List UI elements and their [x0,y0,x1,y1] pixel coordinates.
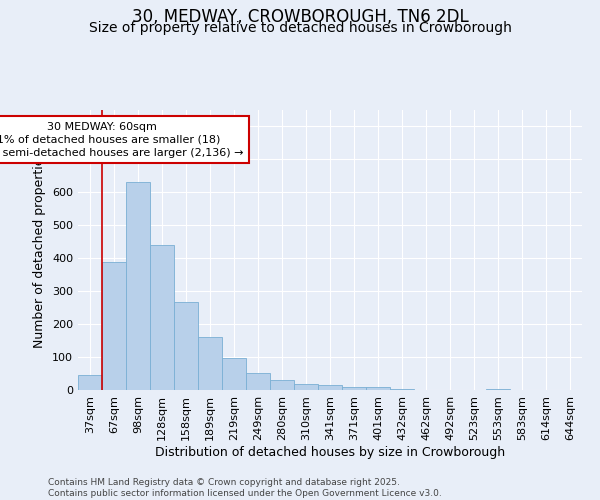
Text: Size of property relative to detached houses in Crowborough: Size of property relative to detached ho… [89,21,511,35]
Bar [246,372,270,390]
Bar [174,302,198,390]
Bar [366,386,390,390]
Bar [198,338,222,390]
Bar [222,358,246,390]
Bar [342,388,366,390]
Text: Contains HM Land Registry data © Crown copyright and database right 2025.
Contai: Contains HM Land Registry data © Crown c… [48,478,442,498]
Bar [126,182,150,390]
Bar [318,386,342,390]
Bar [150,245,174,390]
Text: 30, MEDWAY, CROWBOROUGH, TN6 2DL: 30, MEDWAY, CROWBOROUGH, TN6 2DL [131,8,469,26]
Bar [294,384,318,390]
X-axis label: Distribution of detached houses by size in Crowborough: Distribution of detached houses by size … [155,446,505,458]
Bar [78,374,102,390]
Y-axis label: Number of detached properties: Number of detached properties [34,152,46,348]
Bar [270,380,294,390]
Text: 30 MEDWAY: 60sqm
← 1% of detached houses are smaller (18)
99% of semi-detached h: 30 MEDWAY: 60sqm ← 1% of detached houses… [0,122,244,158]
Bar [102,262,126,390]
Bar [390,388,414,390]
